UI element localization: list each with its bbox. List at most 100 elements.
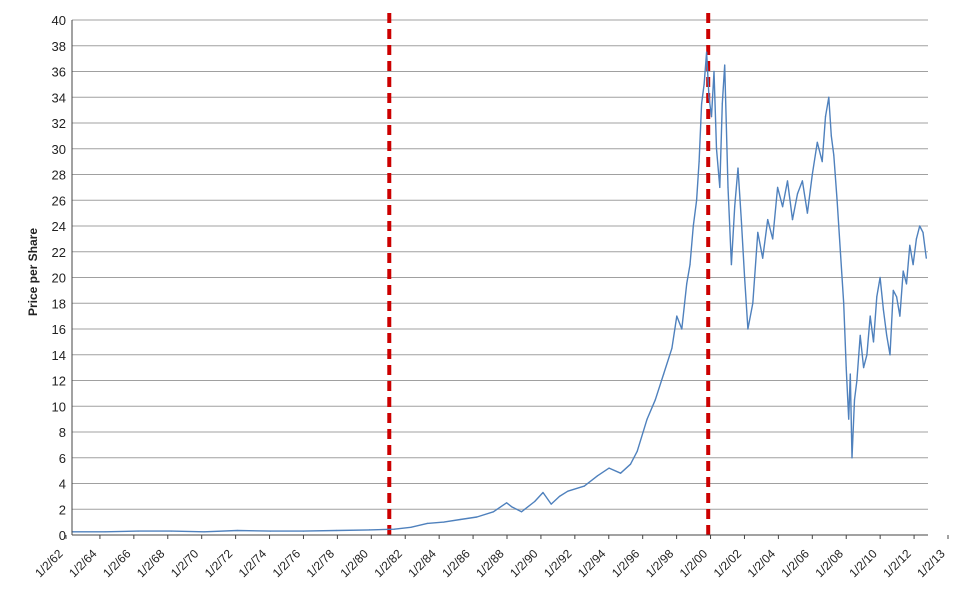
data-point xyxy=(534,500,536,503)
x-tick-label: 1/2/02 xyxy=(711,546,745,580)
data-point xyxy=(567,490,569,492)
data-point xyxy=(542,491,544,494)
y-tick-label-40: 40 xyxy=(52,13,66,28)
series-line-0 xyxy=(72,51,927,533)
data-point xyxy=(335,529,337,532)
x-tick-label: 1/2/66 xyxy=(100,546,134,580)
data-point xyxy=(583,485,585,487)
data-point xyxy=(752,302,754,304)
x-tick-label: 1/2/68 xyxy=(134,546,168,580)
x-tick-label: 1/2/94 xyxy=(575,546,609,580)
y-tick-label-6: 6 xyxy=(59,451,66,466)
data-point xyxy=(791,219,794,221)
grid-lines xyxy=(72,19,928,536)
data-point xyxy=(839,251,842,253)
data-point xyxy=(845,367,847,369)
data-point xyxy=(620,472,622,474)
data-point xyxy=(629,463,632,465)
y-tick-label-0: 0 xyxy=(59,528,66,543)
data-point xyxy=(902,270,904,272)
x-tick-label: 1/2/90 xyxy=(507,546,541,580)
y-tick-label-36: 36 xyxy=(52,65,66,80)
reference-lines xyxy=(387,13,711,537)
data-point xyxy=(843,302,845,304)
data-point xyxy=(550,503,552,505)
x-tick-label: 1/2/12 xyxy=(880,546,914,580)
y-tick-label-22: 22 xyxy=(52,245,66,260)
x-tick-label: 1/2/04 xyxy=(745,546,779,580)
data-point xyxy=(905,283,908,285)
series-lines xyxy=(71,51,927,533)
data-point xyxy=(909,244,911,246)
data-point xyxy=(896,296,898,298)
data-point xyxy=(724,64,726,66)
x-tick-label: 1/2/08 xyxy=(812,546,846,580)
y-tick-label-8: 8 xyxy=(59,425,66,440)
y-tick-label-32: 32 xyxy=(52,116,66,131)
y-tick-label-20: 20 xyxy=(52,271,66,286)
data-point xyxy=(170,530,172,532)
data-point xyxy=(236,529,238,532)
y-tick-label-28: 28 xyxy=(52,168,66,183)
data-point xyxy=(706,51,708,53)
data-point xyxy=(796,193,799,195)
data-point xyxy=(856,379,858,382)
x-tick-label: 1/2/62 xyxy=(32,546,66,580)
data-point xyxy=(836,199,838,201)
data-point xyxy=(859,334,861,336)
data-point xyxy=(777,186,779,188)
data-point xyxy=(744,276,746,279)
data-point xyxy=(747,328,749,330)
data-point xyxy=(737,167,739,169)
data-point xyxy=(925,257,927,259)
data-point xyxy=(830,135,832,137)
data-point xyxy=(851,457,853,459)
data-point xyxy=(443,521,445,523)
data-point xyxy=(919,225,921,227)
data-point xyxy=(719,186,721,188)
x-tick-label: 1/2/82 xyxy=(371,546,405,580)
x-tick-label: 1/2/80 xyxy=(338,546,372,580)
data-point xyxy=(849,373,851,375)
x-tick-label: 1/2/98 xyxy=(643,546,677,580)
x-tick-label: 1/2/84 xyxy=(405,546,439,580)
data-point xyxy=(915,238,918,240)
data-point xyxy=(393,528,395,530)
data-point xyxy=(713,70,715,73)
data-point xyxy=(866,354,868,356)
data-point xyxy=(663,373,665,375)
data-point xyxy=(872,341,875,343)
data-point xyxy=(710,116,713,118)
x-tick-label: 1/2/64 xyxy=(66,546,100,580)
data-point xyxy=(730,264,733,266)
data-point xyxy=(889,354,891,356)
data-point xyxy=(882,309,885,311)
data-point xyxy=(821,161,823,163)
y-tick-label-30: 30 xyxy=(52,142,66,157)
data-point xyxy=(203,531,205,533)
data-point xyxy=(269,530,271,532)
y-tick-label-2: 2 xyxy=(59,502,66,517)
y-tick-label-24: 24 xyxy=(52,219,66,234)
y-tick-label-26: 26 xyxy=(52,193,66,208)
data-point xyxy=(654,399,656,401)
data-point xyxy=(833,154,835,156)
y-tick-label-4: 4 xyxy=(59,477,66,492)
data-point xyxy=(786,180,789,182)
data-point xyxy=(506,502,508,504)
x-tick-label: 1/2/78 xyxy=(304,546,338,580)
data-point xyxy=(721,103,723,105)
data-point xyxy=(869,315,871,317)
data-point xyxy=(646,418,648,420)
data-point xyxy=(811,173,813,176)
data-point xyxy=(782,206,784,208)
x-tick-label: 1/2/76 xyxy=(270,546,304,580)
data-point xyxy=(912,264,914,266)
x-tick-labels: 1/2/62 1/2/64 1/2/66 1/2/68 1/2/70 1/2/72 1/2/… xyxy=(32,546,948,580)
data-point xyxy=(459,518,461,521)
data-point xyxy=(302,530,304,532)
data-point xyxy=(596,475,599,477)
